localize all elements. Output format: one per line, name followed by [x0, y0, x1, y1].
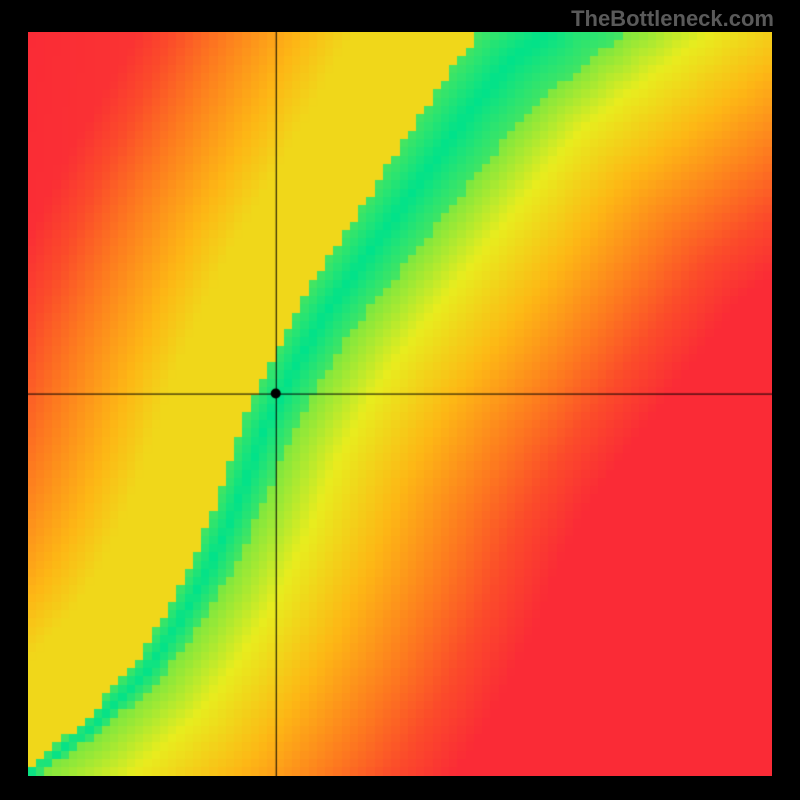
bottleneck-heatmap — [28, 32, 772, 776]
watermark-text: TheBottleneck.com — [571, 6, 774, 32]
